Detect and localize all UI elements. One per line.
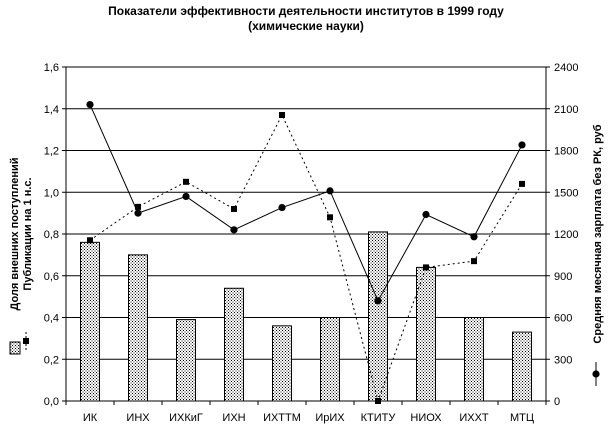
- right-tick-label: 1500: [554, 187, 578, 199]
- circle-marker: [230, 226, 238, 234]
- left-axis-title-2: Публикации на 1 н.с.: [22, 177, 34, 290]
- line-series: [86, 100, 526, 404]
- right-tick-label: 1800: [554, 146, 578, 158]
- bar: [464, 317, 484, 402]
- left-tick-label: 0,6: [44, 271, 59, 283]
- category-label: ИХХТ: [459, 412, 489, 424]
- square-marker: [519, 180, 525, 187]
- category-label: ИНХ: [126, 412, 150, 424]
- left-tick-label: 1,0: [44, 187, 59, 199]
- axes: [62, 66, 550, 405]
- right-tick-label: 300: [554, 354, 572, 366]
- square-marker: [375, 398, 381, 404]
- square-marker: [231, 205, 237, 212]
- left-tick-label: 0,2: [44, 354, 59, 366]
- category-label: МТЦ: [510, 412, 534, 424]
- solid-legend-marker: [592, 370, 600, 378]
- bar: [368, 231, 388, 402]
- left-tick-label: 0,4: [44, 313, 59, 325]
- bar: [320, 317, 340, 402]
- bar: [512, 331, 532, 402]
- right-tick-label: 900: [554, 271, 572, 283]
- bar: [176, 319, 196, 402]
- bar-legend-swatch: [9, 341, 21, 355]
- category-label: ИК: [83, 412, 98, 424]
- square-marker: [87, 237, 93, 244]
- square-marker: [423, 264, 429, 271]
- left-tick-label: 1,6: [44, 62, 59, 74]
- right-tick-label: 2400: [554, 62, 578, 74]
- bar: [272, 325, 292, 402]
- category-label: КТИТУ: [361, 412, 397, 424]
- bar: [416, 266, 436, 402]
- axis-labels: 0,0 0 0,2 300 0,4 600 0,6 900 0,8 1200 1,0 1500 1,2 1…: [9, 62, 604, 424]
- circle-marker: [326, 187, 334, 195]
- circle-marker: [86, 100, 94, 109]
- circle-marker: [374, 297, 382, 305]
- circle-marker: [278, 203, 286, 212]
- chart-subtitle: (химические науки): [248, 19, 364, 33]
- circle-marker: [182, 192, 190, 201]
- circle-marker: [470, 233, 478, 241]
- left-tick-label: 0,8: [44, 229, 59, 241]
- chart-title: Показатели эффективности деятельности ин…: [0, 4, 612, 34]
- circle-marker: [134, 209, 142, 217]
- bar: [224, 287, 244, 402]
- left-tick-label: 1,4: [44, 104, 59, 116]
- bar: [128, 254, 148, 402]
- right-tick-label: 1200: [554, 229, 578, 241]
- chart-title-line1: Показатели эффективности деятельности ин…: [108, 4, 504, 18]
- circle-marker: [518, 141, 526, 149]
- bar-series: [80, 231, 532, 402]
- bar: [80, 241, 100, 402]
- axis-legend: [9, 332, 600, 386]
- left-axis-title-1: Доля внешних поступлений: [9, 157, 21, 310]
- square-marker: [327, 214, 333, 221]
- solid-line-series: [89, 104, 523, 302]
- square-marker: [135, 203, 141, 210]
- category-label: ИрИХ: [315, 412, 345, 424]
- right-tick-label: 600: [554, 313, 572, 325]
- left-tick-label: 1,2: [44, 146, 59, 158]
- left-tick-label: 0,0: [44, 396, 59, 408]
- category-label: ИХТТМ: [263, 412, 301, 424]
- right-tick-label: 2100: [554, 104, 578, 116]
- circle-marker: [422, 210, 430, 219]
- right-axis-title: Средняя месячная зарплата без РК, руб: [592, 124, 604, 343]
- dotted-legend-marker: [23, 338, 29, 344]
- square-marker: [471, 258, 477, 265]
- category-label: ИХН: [222, 412, 245, 424]
- square-marker: [279, 112, 285, 119]
- right-tick-label: 0: [554, 396, 560, 408]
- category-label: ИХКиГ: [169, 412, 203, 424]
- category-label: НИОХ: [410, 412, 442, 424]
- dotted-line-series: [89, 113, 523, 403]
- square-marker: [183, 178, 189, 185]
